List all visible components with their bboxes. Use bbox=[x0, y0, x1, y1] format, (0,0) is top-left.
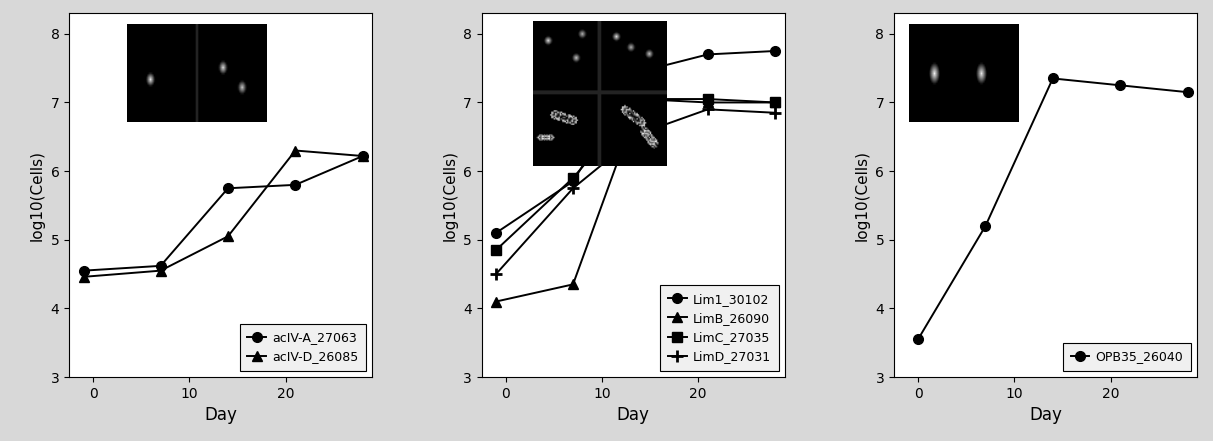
Lim1_30102 bbox=[489, 230, 503, 235]
acIV-A_27063 bbox=[289, 182, 303, 187]
Lim1_30102 bbox=[633, 69, 648, 74]
LimD_27031 bbox=[565, 186, 580, 191]
LimB_26090 bbox=[768, 100, 782, 105]
Line: LimD_27031: LimD_27031 bbox=[490, 103, 781, 280]
LimB_26090 bbox=[565, 282, 580, 287]
Lim1_30102 bbox=[565, 179, 580, 184]
acIV-A_27063 bbox=[153, 263, 167, 269]
LimC_27035 bbox=[565, 176, 580, 181]
LimC_27035 bbox=[489, 247, 503, 253]
Lim1_30102 bbox=[768, 49, 782, 54]
OPB35_26040 bbox=[911, 336, 926, 342]
acIV-A_27063 bbox=[76, 268, 91, 273]
Legend: Lim1_30102, LimB_26090, LimC_27035, LimD_27031: Lim1_30102, LimB_26090, LimC_27035, LimD… bbox=[660, 285, 779, 371]
LimD_27031 bbox=[768, 110, 782, 116]
acIV-A_27063 bbox=[221, 186, 235, 191]
LimB_26090 bbox=[701, 100, 716, 105]
LimC_27035 bbox=[701, 97, 716, 102]
LimB_26090 bbox=[489, 299, 503, 304]
LimC_27035 bbox=[768, 100, 782, 105]
LimD_27031 bbox=[489, 272, 503, 277]
Line: LimC_27035: LimC_27035 bbox=[491, 94, 780, 255]
X-axis label: Day: Day bbox=[1029, 406, 1063, 424]
OPB35_26040 bbox=[1046, 76, 1060, 81]
LimD_27031 bbox=[701, 107, 716, 112]
X-axis label: Day: Day bbox=[616, 406, 650, 424]
Lim1_30102 bbox=[701, 52, 716, 57]
acIV-A_27063 bbox=[355, 153, 370, 159]
OPB35_26040 bbox=[978, 224, 992, 229]
Legend: acIV-A_27063, acIV-D_26085: acIV-A_27063, acIV-D_26085 bbox=[240, 324, 366, 371]
Line: OPB35_26040: OPB35_26040 bbox=[913, 74, 1192, 344]
Y-axis label: log10(Cells): log10(Cells) bbox=[30, 149, 45, 241]
OPB35_26040 bbox=[1180, 90, 1195, 95]
OPB35_26040 bbox=[1114, 82, 1128, 88]
acIV-D_26085 bbox=[289, 148, 303, 153]
acIV-D_26085 bbox=[221, 234, 235, 239]
Line: Lim1_30102: Lim1_30102 bbox=[491, 46, 780, 238]
Y-axis label: log10(Cells): log10(Cells) bbox=[855, 149, 870, 241]
acIV-D_26085 bbox=[76, 274, 91, 280]
acIV-D_26085 bbox=[153, 268, 167, 273]
Line: LimB_26090: LimB_26090 bbox=[491, 94, 780, 306]
LimD_27031 bbox=[633, 131, 648, 136]
acIV-D_26085 bbox=[355, 153, 370, 159]
Line: acIV-D_26085: acIV-D_26085 bbox=[79, 146, 368, 282]
Y-axis label: log10(Cells): log10(Cells) bbox=[443, 149, 457, 241]
Line: acIV-A_27063: acIV-A_27063 bbox=[79, 151, 368, 276]
LimC_27035 bbox=[633, 97, 648, 102]
Legend: OPB35_26040: OPB35_26040 bbox=[1064, 343, 1191, 371]
X-axis label: Day: Day bbox=[204, 406, 238, 424]
LimB_26090 bbox=[633, 97, 648, 102]
